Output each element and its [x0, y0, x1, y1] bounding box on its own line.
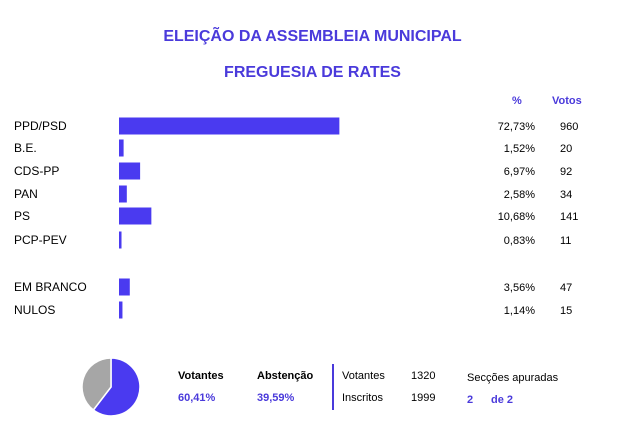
category-label-ppd-psd: PPD/PSD — [14, 119, 67, 133]
percent-column-header: % — [512, 95, 522, 107]
percent-label-ps: 10,68% — [498, 211, 536, 223]
turnout-pie-chart — [81, 357, 141, 417]
divider-line — [332, 364, 334, 410]
turnout-votantes-percent: 60,41% — [178, 392, 216, 404]
bar-b-e — [119, 139, 124, 157]
votes-label-ps: 141 — [560, 211, 578, 223]
sections-done: 2 — [467, 394, 474, 406]
percent-label-em-branco: 3,56% — [504, 282, 535, 294]
pie-slice-votantes — [92, 357, 141, 417]
votes-label-em-branco: 47 — [560, 282, 572, 294]
category-label-em-branco: EM BRANCO — [14, 280, 87, 294]
bar-pcp-pev — [119, 231, 122, 249]
turnout-votantes-label: Votantes — [178, 370, 224, 382]
bar-em-branco — [119, 278, 130, 296]
votes-column-header: Votos — [552, 95, 582, 107]
sections-total: de 2 — [491, 394, 514, 406]
chart-subtitle: FREGUESIA DE RATES — [224, 64, 401, 81]
percent-label-nulos: 1,14% — [504, 305, 535, 317]
chart-title: ELEIÇÃO DA ASSEMBLEIA MUNICIPAL — [163, 28, 462, 45]
turnout-abstencao-label: Abstenção — [257, 370, 314, 382]
votes-label-pan: 34 — [560, 189, 572, 201]
votes-label-pcp-pev: 11 — [560, 235, 571, 247]
pie-slice-abstencao — [81, 357, 112, 412]
votes-label-nulos: 15 — [560, 305, 572, 317]
category-label-ps: PS — [14, 209, 30, 223]
percent-label-b-e: 1,52% — [504, 143, 535, 155]
counts-inscritos-label: Inscritos — [342, 392, 383, 404]
percent-label-pan: 2,58% — [504, 189, 535, 201]
percent-label-ppd-psd: 72,73% — [498, 121, 536, 133]
counts-votantes-label: Votantes — [342, 370, 385, 382]
counts-inscritos-value: 1999 — [411, 392, 436, 404]
category-label-b-e: B.E. — [14, 141, 37, 155]
bar-nulos — [119, 301, 123, 319]
bar-ppd-psd — [119, 117, 340, 135]
category-label-pan: PAN — [14, 187, 38, 201]
category-label-nulos: NULOS — [14, 303, 55, 317]
turnout-abstencao-percent: 39,59% — [257, 392, 295, 404]
counts-votantes-value: 1320 — [411, 370, 436, 382]
category-label-pcp-pev: PCP-PEV — [14, 233, 67, 247]
bar-cds-pp — [119, 162, 141, 180]
votes-label-cds-pp: 92 — [560, 166, 572, 178]
bar-ps — [119, 207, 152, 225]
sections-label: Secções apuradas — [467, 372, 559, 384]
percent-label-pcp-pev: 0,83% — [504, 235, 535, 247]
percent-label-cds-pp: 6,97% — [504, 166, 535, 178]
category-label-cds-pp: CDS-PP — [14, 164, 59, 178]
results-bar-chart: PPD/PSD 72,73% 960 B.E. 1,52% 20 CDS-PP 6,97% 92… — [14, 117, 578, 319]
votes-label-ppd-psd: 960 — [560, 121, 578, 133]
bar-pan — [119, 185, 127, 203]
votes-label-b-e: 20 — [560, 143, 572, 155]
